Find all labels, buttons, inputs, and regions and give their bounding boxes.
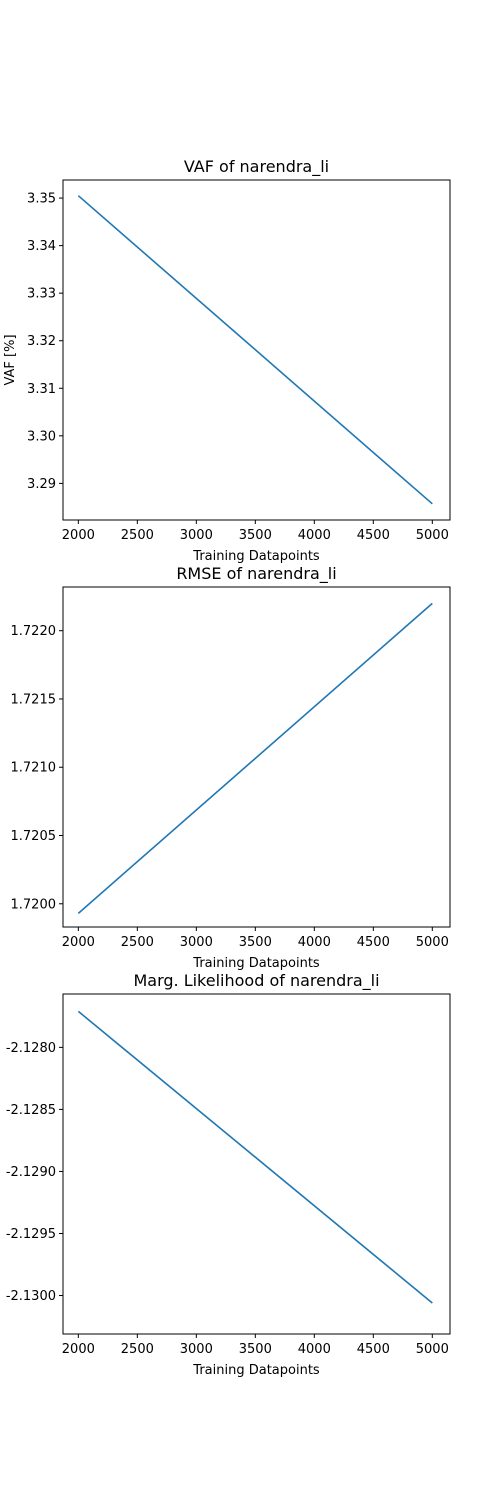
x-axis-label: Training Datapoints [192, 956, 320, 971]
y-tick-label: 1.7205 [11, 829, 57, 844]
x-axis-label: Training Datapoints [192, 549, 320, 564]
y-tick-label: 1.7200 [11, 897, 57, 912]
y-tick-label: 3.32 [27, 334, 56, 349]
x-tick-label: 5000 [416, 528, 449, 543]
chart-panel-3: 2000 2500 3000 3500 4000 4500 5000 -2.1280 -2.12… [6, 971, 451, 1378]
y-tick-label: 1.7215 [11, 692, 57, 707]
y-axis-label: VAF [%] [3, 334, 18, 385]
x-tick-label: 3500 [239, 1342, 272, 1357]
series-line [77, 1010, 433, 1304]
x-tick-label: 2000 [62, 935, 95, 950]
y-tick-label: -2.1300 [6, 1289, 56, 1304]
chart-title: VAF of narendra_li [184, 157, 329, 177]
x-tick-label: 3000 [180, 528, 213, 543]
x-tick-label: 2500 [121, 935, 154, 950]
chart-title: Marg. Likelihood of narendra_li [133, 971, 379, 991]
x-tick-label: 4000 [298, 935, 331, 950]
chart-panel-1: 2000 2500 3000 3500 4000 4500 5000 3.29 3.30 3.31… [3, 157, 451, 564]
y-tick-label: 3.29 [27, 477, 56, 492]
x-tick-label: 3000 [180, 935, 213, 950]
y-tick-label: 3.35 [27, 192, 56, 207]
y-tick-label: 1.7210 [11, 761, 57, 776]
x-tick-label: 2500 [121, 1342, 154, 1357]
plot-frame [62, 993, 451, 1335]
y-tick-label: 3.34 [27, 239, 56, 254]
chart-title: RMSE of narendra_li [176, 564, 336, 584]
y-tick-label: 3.33 [27, 287, 56, 302]
x-tick-label: 3500 [239, 528, 272, 543]
x-axis-label: Training Datapoints [192, 1363, 320, 1378]
y-tick-label: -2.1285 [6, 1103, 56, 1118]
y-tick-label: -2.1290 [6, 1165, 56, 1180]
series-line [77, 195, 433, 505]
x-tick-label: 3000 [180, 1342, 213, 1357]
x-tick-label: 2500 [121, 528, 154, 543]
x-tick-label: 4500 [357, 935, 390, 950]
chart-panel-2: 2000 2500 3000 3500 4000 4500 5000 1.7200 1.7205… [11, 564, 451, 971]
plot-frame [62, 586, 451, 928]
x-tick-label: 4000 [298, 528, 331, 543]
series-line [77, 602, 433, 914]
x-tick-label: 2000 [62, 1342, 95, 1357]
y-tick-label: 1.7220 [11, 624, 57, 639]
x-tick-label: 4500 [357, 1342, 390, 1357]
y-tick-label: 3.30 [27, 429, 56, 444]
x-tick-label: 4500 [357, 528, 390, 543]
y-tick-label: -2.1295 [6, 1227, 56, 1242]
x-tick-label: 3500 [239, 935, 272, 950]
y-tick-label: 3.31 [27, 382, 56, 397]
x-tick-label: 4000 [298, 1342, 331, 1357]
x-tick-label: 5000 [416, 935, 449, 950]
x-tick-label: 5000 [416, 1342, 449, 1357]
x-tick-label: 2000 [62, 528, 95, 543]
plot-frame [62, 179, 451, 521]
y-tick-label: -2.1280 [6, 1041, 56, 1056]
